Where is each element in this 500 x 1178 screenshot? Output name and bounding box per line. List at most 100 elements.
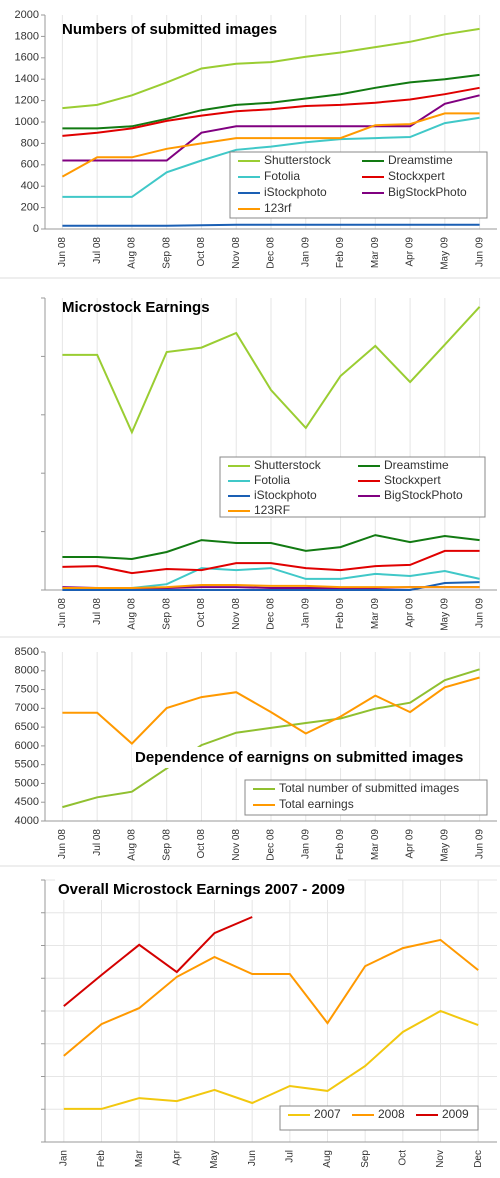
x-tick-label: Dec bbox=[473, 1150, 484, 1168]
legend-label: Stockxpert bbox=[384, 473, 441, 487]
legend-label: 2009 bbox=[442, 1107, 469, 1121]
x-tick-label: Nov 08 bbox=[231, 829, 242, 861]
x-tick-label: Apr 09 bbox=[405, 237, 416, 267]
series-line bbox=[62, 73, 480, 130]
legend-label: 123RF bbox=[254, 503, 290, 517]
x-tick-label: Jul 08 bbox=[92, 829, 103, 856]
series-line bbox=[62, 534, 480, 561]
y-tick-label: 5500 bbox=[15, 759, 39, 771]
series-line bbox=[62, 549, 480, 575]
legend-label: Total earnings bbox=[279, 797, 354, 811]
x-tick-label: Mar bbox=[134, 1149, 145, 1167]
x-tick-label: May 09 bbox=[439, 237, 450, 270]
y-tick-label: 5000 bbox=[15, 777, 39, 789]
legend-box bbox=[229, 151, 488, 219]
x-tick-label: Feb bbox=[96, 1150, 107, 1168]
legend-label: iStockphoto bbox=[264, 185, 327, 199]
x-tick-label: Dec 08 bbox=[266, 829, 277, 861]
x-tick-label: Dec 08 bbox=[266, 237, 277, 269]
y-tick-label: 400 bbox=[21, 180, 39, 192]
x-tick-label: Oct bbox=[397, 1150, 408, 1166]
legend-label: iStockphoto bbox=[254, 488, 317, 502]
x-tick-label: May bbox=[209, 1150, 220, 1169]
x-tick-label: Mar 09 bbox=[370, 829, 381, 861]
series-line bbox=[62, 581, 480, 591]
x-tick-label: Aug 08 bbox=[127, 829, 138, 861]
series-line bbox=[61, 112, 480, 178]
y-tick-label: 1600 bbox=[15, 52, 39, 64]
series-line bbox=[63, 938, 479, 1057]
y-tick-label: 1400 bbox=[15, 73, 39, 85]
series-line bbox=[62, 223, 480, 227]
y-tick-label: 7500 bbox=[15, 683, 39, 695]
x-tick-label: Jun 08 bbox=[57, 829, 68, 859]
x-tick-label: Aug 08 bbox=[127, 598, 138, 630]
legend-label: Shutterstock bbox=[264, 153, 332, 167]
x-tick-label: Jul 08 bbox=[92, 598, 103, 625]
y-tick-label: 8500 bbox=[15, 646, 39, 658]
chart-title: Numbers of submitted images bbox=[62, 21, 277, 38]
x-tick-label: Feb 09 bbox=[335, 237, 346, 269]
x-tick-label: Mar 09 bbox=[370, 598, 381, 630]
series-line bbox=[63, 1009, 479, 1110]
x-tick-label: Jun 09 bbox=[474, 829, 485, 859]
series-line bbox=[62, 86, 480, 137]
x-tick-label: Feb 09 bbox=[335, 598, 346, 630]
legend-label: Stockxpert bbox=[388, 169, 445, 183]
title-background bbox=[132, 746, 467, 768]
y-tick-label: 0 bbox=[33, 223, 39, 235]
legend-label: 123rf bbox=[264, 201, 292, 215]
x-tick-label: Oct 08 bbox=[196, 829, 207, 859]
legend-label: 2007 bbox=[314, 1107, 341, 1121]
series-line bbox=[62, 306, 481, 435]
x-tick-label: Nov bbox=[435, 1150, 446, 1168]
y-tick-label: 7000 bbox=[15, 702, 39, 714]
y-tick-label: 8000 bbox=[15, 665, 39, 677]
x-tick-label: Mar 09 bbox=[370, 237, 381, 269]
legend-label: Shutterstock bbox=[254, 458, 322, 472]
legend-label: Fotolia bbox=[254, 473, 290, 487]
series-line bbox=[62, 676, 480, 745]
x-tick-label: Jan 09 bbox=[300, 237, 311, 267]
x-tick-label: Apr bbox=[171, 1149, 182, 1165]
series-line bbox=[63, 916, 253, 1007]
y-tick-label: 6000 bbox=[15, 740, 39, 752]
series-line bbox=[62, 27, 480, 110]
x-tick-label: Dec 08 bbox=[266, 598, 277, 630]
legend-box bbox=[244, 779, 488, 816]
x-tick-label: Sep 08 bbox=[161, 237, 172, 269]
x-tick-label: Jun 09 bbox=[474, 598, 485, 628]
chart-title: Dependence of earnigns on submitted imag… bbox=[135, 749, 463, 766]
x-tick-label: Jan 09 bbox=[300, 598, 311, 628]
y-tick-label: 2000 bbox=[15, 9, 39, 21]
x-tick-label: Jun 09 bbox=[474, 237, 485, 267]
series-line bbox=[62, 668, 480, 809]
x-tick-label: Apr 09 bbox=[405, 829, 416, 859]
x-tick-label: Nov 08 bbox=[231, 237, 242, 269]
x-tick-label: Apr 09 bbox=[405, 598, 416, 628]
x-tick-label: May 09 bbox=[439, 598, 450, 631]
series-line bbox=[62, 94, 480, 162]
x-tick-label: Aug 08 bbox=[127, 237, 138, 269]
x-tick-label: Jun bbox=[247, 1150, 258, 1166]
x-tick-label: Jan bbox=[58, 1150, 69, 1166]
legend-label: BigStockPhoto bbox=[384, 488, 463, 502]
x-tick-label: Jun 08 bbox=[57, 598, 68, 628]
x-tick-label: Jun 08 bbox=[57, 237, 68, 267]
legend-label: 2008 bbox=[378, 1107, 405, 1121]
y-tick-label: 1200 bbox=[15, 95, 39, 107]
legend-label: Dreamstime bbox=[384, 458, 449, 472]
x-tick-label: May 09 bbox=[439, 829, 450, 862]
series-line bbox=[62, 116, 480, 198]
y-tick-label: 6500 bbox=[15, 721, 39, 733]
legend-label: Dreamstime bbox=[388, 153, 453, 167]
x-tick-label: Oct 08 bbox=[196, 598, 207, 628]
legend-label: Fotolia bbox=[264, 169, 300, 183]
chart-title: Microstock Earnings bbox=[62, 299, 210, 316]
x-tick-label: Sep 08 bbox=[161, 829, 172, 861]
x-tick-label: Feb 09 bbox=[335, 829, 346, 861]
y-tick-label: 1800 bbox=[15, 30, 39, 42]
x-tick-label: Sep bbox=[360, 1150, 371, 1168]
x-tick-label: Jan 09 bbox=[300, 829, 311, 859]
